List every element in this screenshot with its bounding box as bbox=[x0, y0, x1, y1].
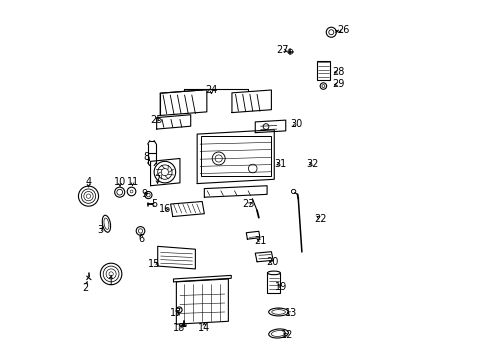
Polygon shape bbox=[173, 275, 231, 282]
Polygon shape bbox=[158, 246, 195, 269]
Polygon shape bbox=[150, 158, 180, 186]
Text: 23: 23 bbox=[242, 199, 254, 210]
Text: 15: 15 bbox=[148, 259, 160, 269]
Text: 14: 14 bbox=[198, 323, 210, 333]
Text: 5: 5 bbox=[151, 199, 157, 210]
Text: 19: 19 bbox=[274, 282, 286, 292]
Bar bbox=[201, 136, 270, 176]
Polygon shape bbox=[255, 252, 273, 262]
Text: 8: 8 bbox=[143, 152, 149, 162]
Text: 12: 12 bbox=[280, 330, 292, 340]
Polygon shape bbox=[176, 279, 228, 324]
Text: 11: 11 bbox=[126, 177, 139, 187]
Polygon shape bbox=[156, 115, 190, 129]
Text: 27: 27 bbox=[276, 45, 288, 55]
Polygon shape bbox=[255, 120, 285, 133]
Text: 24: 24 bbox=[205, 85, 217, 95]
Ellipse shape bbox=[267, 271, 280, 275]
Text: 25: 25 bbox=[150, 115, 163, 125]
Polygon shape bbox=[160, 90, 206, 116]
Text: 16: 16 bbox=[159, 204, 171, 215]
Text: 31: 31 bbox=[274, 159, 286, 169]
Bar bbox=[316, 60, 329, 80]
Polygon shape bbox=[204, 186, 266, 197]
Text: 21: 21 bbox=[254, 236, 266, 246]
Text: 4: 4 bbox=[85, 177, 91, 187]
Text: 22: 22 bbox=[314, 214, 326, 224]
Bar bbox=[267, 273, 280, 293]
Text: 26: 26 bbox=[336, 25, 348, 35]
Text: 3: 3 bbox=[97, 225, 103, 235]
Text: 18: 18 bbox=[173, 323, 185, 333]
Text: 9: 9 bbox=[142, 189, 147, 199]
Polygon shape bbox=[231, 90, 271, 113]
Polygon shape bbox=[170, 202, 204, 217]
Text: 30: 30 bbox=[290, 120, 302, 129]
Text: 10: 10 bbox=[114, 177, 126, 187]
Text: 32: 32 bbox=[306, 159, 318, 169]
Polygon shape bbox=[246, 231, 260, 239]
Text: 2: 2 bbox=[81, 283, 88, 293]
Text: 28: 28 bbox=[331, 67, 344, 77]
Text: 20: 20 bbox=[266, 257, 278, 267]
Text: 17: 17 bbox=[169, 308, 182, 318]
Text: 6: 6 bbox=[138, 234, 144, 244]
Text: 29: 29 bbox=[331, 79, 344, 89]
Text: 13: 13 bbox=[285, 309, 297, 318]
Polygon shape bbox=[197, 130, 274, 184]
Text: 7: 7 bbox=[154, 175, 160, 185]
Text: 1: 1 bbox=[108, 277, 114, 287]
